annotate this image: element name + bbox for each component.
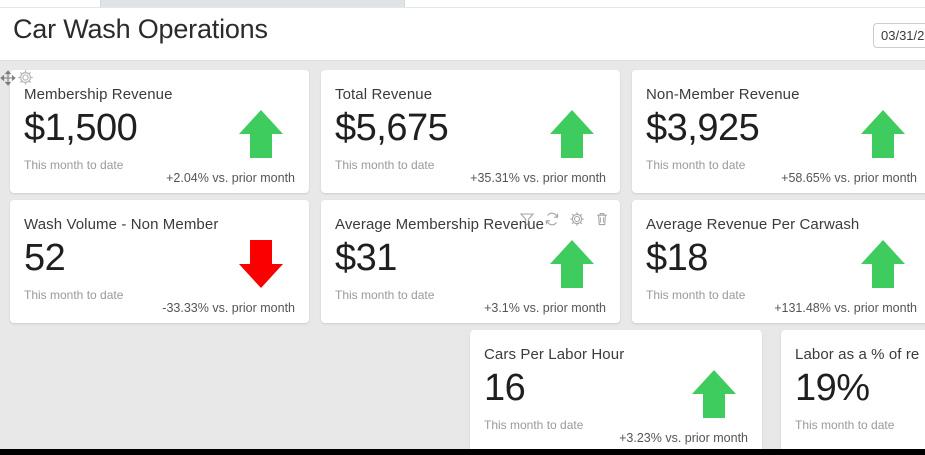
kpi-card-wash-volume-non-member[interactable]: Wash Volume - Non Member 52 This month t… xyxy=(10,200,309,323)
card-title: Total Revenue xyxy=(335,86,433,103)
refresh-icon[interactable] xyxy=(544,211,560,227)
trend-up-arrow-icon xyxy=(690,368,738,420)
card-value: $18 xyxy=(646,237,708,279)
card-title: Average Revenue Per Carwash xyxy=(646,216,860,233)
card-delta: +58.65% vs. prior month xyxy=(781,171,917,185)
trend-down-arrow-icon xyxy=(237,238,285,290)
card-delta: +3.1% vs. prior month xyxy=(484,301,606,315)
card-title: Non-Member Revenue xyxy=(646,86,800,103)
card-delta: +2.04% vs. prior month xyxy=(166,171,295,185)
card-value: $31 xyxy=(335,237,397,279)
trend-up-arrow-icon xyxy=(859,238,907,290)
card-value: $1,500 xyxy=(24,107,138,149)
kpi-card-non-member-revenue[interactable]: Non-Member Revenue $3,925 This month to … xyxy=(632,70,925,193)
card-delta: -33.33% vs. prior month xyxy=(162,301,295,315)
trend-up-arrow-icon xyxy=(548,108,596,160)
dashboard-canvas: Membership Revenue $1,500 This month to … xyxy=(0,61,925,453)
card-value: $5,675 xyxy=(335,107,449,149)
gear-icon[interactable] xyxy=(17,69,34,86)
browser-tab-strip xyxy=(0,0,925,8)
card-value: 19% xyxy=(795,367,870,409)
gear-icon[interactable] xyxy=(569,211,585,227)
kpi-card-labor-as-percent-of-revenue[interactable]: Labor as a % of re 19% This month to dat… xyxy=(781,330,925,453)
card-delta: +35.31% vs. prior month xyxy=(470,171,606,185)
card-subtitle: This month to date xyxy=(484,418,584,432)
kpi-card-average-membership-revenue[interactable]: Average Membership Revenue $31 This mont… xyxy=(321,200,620,323)
page-title: Car Wash Operations xyxy=(13,14,268,44)
tab-strip-divider xyxy=(0,7,925,8)
card-subtitle: This month to date xyxy=(24,158,124,172)
card-value: $3,925 xyxy=(646,107,760,149)
card-subtitle: This month to date xyxy=(335,158,435,172)
card-title: Average Membership Revenue xyxy=(335,216,545,233)
card-value: 52 xyxy=(24,237,66,279)
card-toolbar xyxy=(519,211,610,227)
card-title: Labor as a % of re xyxy=(795,346,920,363)
filter-icon[interactable] xyxy=(519,211,535,227)
card-subtitle: This month to date xyxy=(646,158,746,172)
card-subtitle: This month to date xyxy=(795,418,895,432)
kpi-card-membership-revenue[interactable]: Membership Revenue $1,500 This month to … xyxy=(10,70,309,193)
card-subtitle: This month to date xyxy=(646,288,746,302)
card-subtitle: This month to date xyxy=(24,288,124,302)
date-filter-value: 03/31/2 xyxy=(881,28,925,43)
bottom-bar xyxy=(0,449,925,455)
card-delta: +131.48% vs. prior month xyxy=(774,301,917,315)
card-title: Wash Volume - Non Member xyxy=(24,216,219,233)
move-handle-icon[interactable] xyxy=(0,70,16,86)
kpi-card-average-revenue-per-carwash[interactable]: Average Revenue Per Carwash $18 This mon… xyxy=(632,200,925,323)
card-title: Cars Per Labor Hour xyxy=(484,346,625,363)
trend-up-arrow-icon xyxy=(237,108,285,160)
card-subtitle: This month to date xyxy=(335,288,435,302)
active-tab[interactable] xyxy=(100,0,405,7)
kpi-card-total-revenue[interactable]: Total Revenue $5,675 This month to date … xyxy=(321,70,620,193)
trend-up-arrow-icon xyxy=(548,238,596,290)
card-value: 16 xyxy=(484,367,526,409)
page-header: Car Wash Operations 03/31/2 xyxy=(0,8,925,61)
trash-icon[interactable] xyxy=(594,211,610,227)
trend-up-arrow-icon xyxy=(859,108,907,160)
date-filter-input[interactable]: 03/31/2 xyxy=(873,23,925,48)
card-title: Membership Revenue xyxy=(24,86,173,103)
kpi-card-cars-per-labor-hour[interactable]: Cars Per Labor Hour 16 This month to dat… xyxy=(470,330,762,453)
card-delta: +3.23% vs. prior month xyxy=(619,431,748,445)
